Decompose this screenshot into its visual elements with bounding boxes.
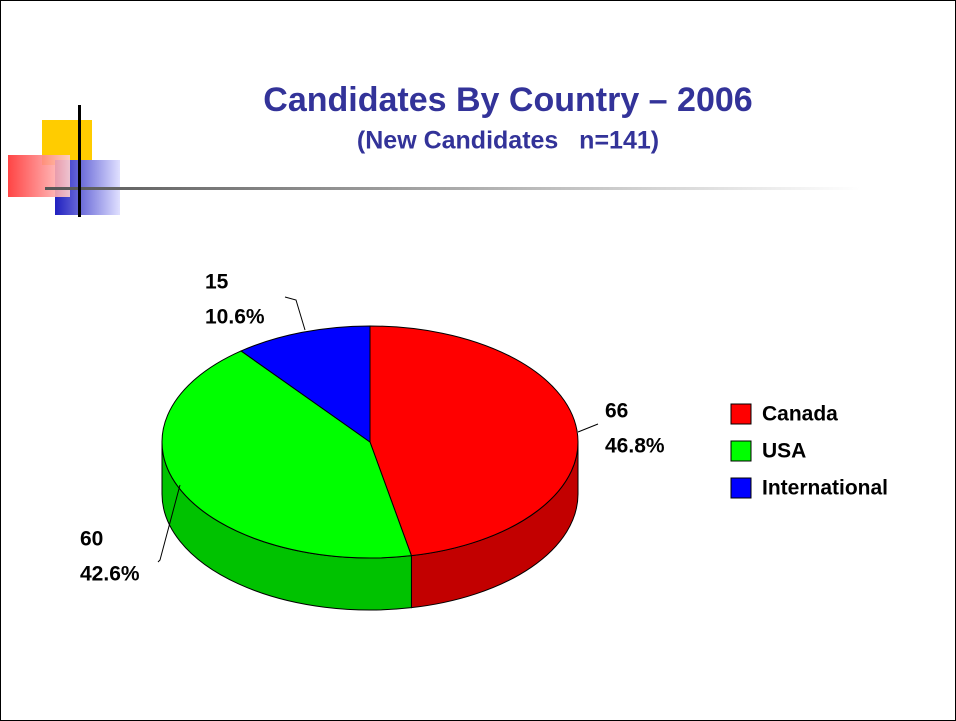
- data-label: 66: [605, 400, 628, 423]
- leader-line: [157, 484, 181, 563]
- leader-line: [284, 296, 306, 331]
- legend-swatch: [730, 440, 752, 462]
- data-label: 60: [80, 528, 103, 551]
- deco-red: [8, 155, 70, 197]
- pie: [161, 325, 579, 611]
- legend-label: Canada: [762, 403, 838, 426]
- leader-line: [577, 423, 599, 433]
- legend-swatch: [730, 477, 752, 499]
- pie-slice: [369, 325, 579, 557]
- data-label: 46.8%: [605, 435, 665, 458]
- pie-slice: [161, 350, 413, 559]
- pie-slice: [240, 325, 371, 443]
- deco-line: [45, 187, 860, 190]
- deco-vline: [78, 105, 81, 217]
- legend-swatch: [730, 403, 752, 425]
- legend-label: USA: [762, 440, 806, 463]
- data-label: 42.6%: [80, 563, 140, 586]
- data-label: 15: [205, 271, 229, 294]
- data-label: 10.6%: [205, 306, 265, 329]
- chart-subtitle: (New Candidates n=141): [357, 127, 659, 155]
- legend-label: International: [762, 477, 888, 500]
- chart-title: Candidates By Country – 2006: [263, 81, 752, 119]
